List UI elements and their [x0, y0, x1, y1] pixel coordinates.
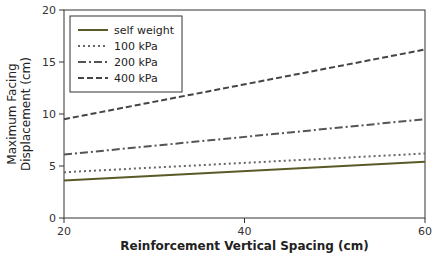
y-axis-label-line: Maximum Facing: [5, 63, 19, 164]
x-tick-label: 40: [238, 225, 252, 238]
x-axis: 20 40 60: [57, 218, 432, 238]
y-tick: [59, 10, 64, 11]
y-tick-label: 5: [49, 160, 56, 173]
x-tick-label: 60: [418, 225, 432, 238]
series-line: [64, 154, 425, 173]
y-tick-label: 15: [42, 56, 56, 69]
y-tick-label: 0: [49, 212, 56, 225]
legend-label: 100 kPa: [114, 40, 158, 53]
y-tick: [59, 114, 64, 115]
y-axis: 0 5 10 15 20: [42, 4, 64, 225]
legend-swatch: [78, 45, 108, 47]
x-tick-label: 20: [57, 225, 71, 238]
legend-label: 400 kPa: [114, 72, 158, 85]
y-tick: [59, 62, 64, 63]
x-tick: [244, 218, 245, 223]
x-axis-label: Reinforcement Vertical Spacing (cm): [120, 239, 368, 253]
x-tick: [425, 218, 426, 223]
legend-swatch: [78, 29, 108, 31]
series-line: [64, 50, 425, 120]
y-tick: [59, 218, 64, 219]
legend: self weight 100 kPa 200 kPa 400 kPa: [70, 16, 182, 92]
series-line: [64, 162, 425, 181]
legend-swatch: [78, 77, 108, 79]
legend-swatch: [78, 61, 108, 63]
series-line: [64, 119, 425, 154]
legend-label: 200 kPa: [114, 56, 158, 69]
plot-frame: [64, 10, 425, 218]
chart-svg: 20 40 60 0 5 10 15 20 Reinforcement Vertical Spa…: [0, 0, 437, 258]
y-tick: [59, 166, 64, 167]
y-axis-label-line: Displacement (cm): [19, 57, 33, 171]
y-tick-label: 20: [42, 4, 56, 17]
chart-container: 20 40 60 0 5 10 15 20 Reinforcement Vertical Spa…: [0, 0, 437, 258]
x-tick: [64, 218, 65, 223]
y-axis-label: Maximum FacingDisplacement (cm): [5, 57, 33, 171]
y-tick-label: 10: [42, 108, 56, 121]
legend-box: [70, 16, 182, 92]
legend-label: self weight: [114, 24, 175, 37]
